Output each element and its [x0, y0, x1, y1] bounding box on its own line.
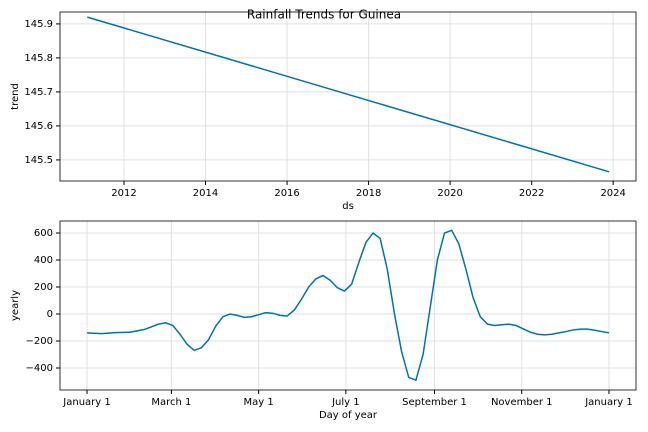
- chart-title: Rainfall Trends for Guinea: [247, 8, 401, 22]
- x-tick-label: January 1: [62, 397, 110, 408]
- x-tick-label: May 1: [244, 397, 274, 408]
- y-tick-label: 0: [47, 309, 53, 320]
- y-tick-label: 145.7: [24, 87, 53, 98]
- x-tick-label: 2022: [519, 188, 544, 199]
- x-tick-label: September 1: [402, 397, 467, 408]
- x-tick-label: 2024: [600, 188, 625, 199]
- trend-line: [86, 229, 610, 382]
- y-tick-label: 400: [34, 255, 53, 266]
- y-axis-label: trend: [10, 83, 21, 110]
- x-tick-label: March 1: [151, 397, 191, 408]
- x-axis-label: Day of year: [319, 410, 378, 421]
- x-tick-label: 2014: [193, 188, 218, 199]
- y-tick-label: −400: [26, 363, 53, 374]
- y-tick-label: 200: [34, 282, 53, 293]
- x-tick-label: July 1: [331, 397, 360, 408]
- y-tick-label: 145.6: [24, 121, 53, 132]
- plot-frame: [59, 11, 637, 182]
- x-axis-label: ds: [342, 201, 354, 212]
- x-tick-label: January 1: [584, 397, 632, 408]
- x-tick-label: 2012: [111, 188, 136, 199]
- x-tick-label: 2018: [356, 188, 381, 199]
- y-tick-label: 145.9: [24, 19, 53, 30]
- y-tick-label: 600: [34, 228, 53, 239]
- trend-line: [87, 16, 610, 173]
- x-tick-label: November 1: [491, 397, 553, 408]
- plot-frame: [59, 220, 637, 391]
- y-tick-label: 145.5: [24, 155, 53, 166]
- y-tick-label: 145.8: [24, 53, 53, 64]
- y-axis-label: yearly: [10, 290, 21, 321]
- y-tick-label: −200: [26, 336, 53, 347]
- x-tick-label: 2016: [274, 188, 299, 199]
- x-tick-label: 2020: [437, 188, 462, 199]
